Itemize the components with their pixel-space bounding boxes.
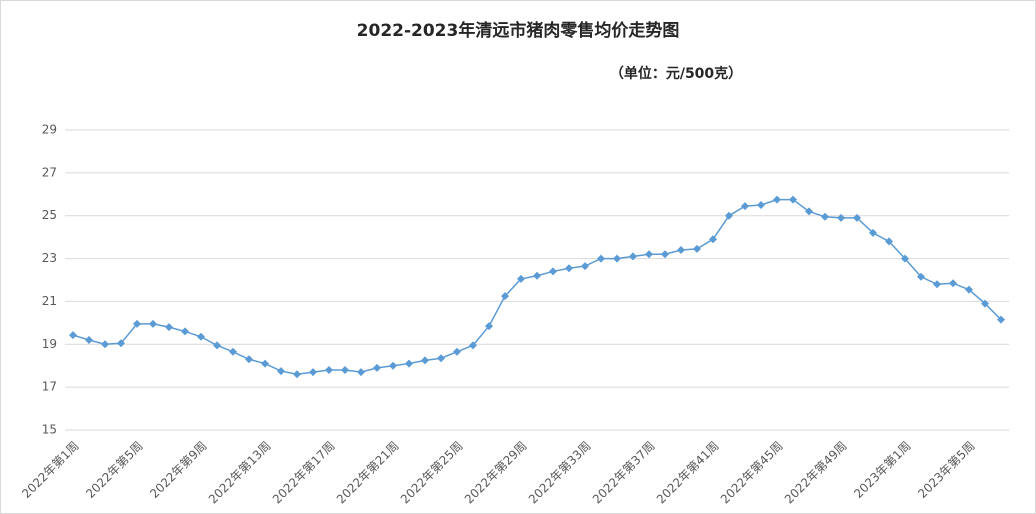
point-marker bbox=[645, 250, 653, 259]
point-marker bbox=[357, 368, 365, 377]
y-tick-label: 23 bbox=[42, 251, 57, 265]
point-marker bbox=[981, 299, 989, 308]
point-marker bbox=[405, 359, 413, 368]
point-marker bbox=[69, 331, 77, 340]
point-marker bbox=[277, 367, 285, 376]
point-marker bbox=[373, 363, 381, 372]
point-marker bbox=[453, 347, 461, 356]
point-marker bbox=[325, 366, 333, 374]
point-marker bbox=[133, 319, 141, 328]
point-marker bbox=[805, 207, 813, 216]
point-marker bbox=[901, 254, 909, 263]
point-marker bbox=[85, 336, 93, 344]
point-marker bbox=[485, 322, 493, 331]
point-marker bbox=[245, 355, 253, 364]
point-marker bbox=[149, 319, 157, 328]
chart-subtitle: （单位：元/500克） bbox=[610, 65, 742, 82]
point-marker bbox=[421, 356, 429, 365]
point-marker bbox=[773, 195, 781, 204]
point-marker bbox=[501, 292, 509, 301]
point-marker bbox=[293, 370, 301, 379]
point-marker bbox=[261, 359, 269, 368]
point-marker bbox=[533, 271, 541, 280]
point-marker bbox=[997, 315, 1005, 324]
point-marker bbox=[613, 254, 621, 263]
point-marker bbox=[549, 267, 557, 276]
point-marker bbox=[565, 264, 573, 273]
point-marker bbox=[213, 341, 221, 350]
point-marker bbox=[597, 254, 605, 263]
point-marker bbox=[629, 252, 637, 261]
point-marker bbox=[741, 202, 749, 211]
point-marker bbox=[661, 250, 669, 259]
y-tick-label: 27 bbox=[42, 165, 57, 179]
point-marker bbox=[197, 332, 205, 341]
point-marker bbox=[101, 340, 109, 349]
point-marker bbox=[677, 246, 685, 254]
point-marker bbox=[725, 211, 733, 220]
chart-title: 2022-2023年清远市猪肉零售均价走势图 bbox=[357, 20, 680, 41]
point-marker bbox=[517, 274, 525, 283]
point-marker bbox=[949, 279, 957, 288]
point-marker bbox=[965, 285, 973, 294]
point-marker bbox=[837, 213, 845, 222]
point-marker bbox=[821, 212, 829, 221]
point-marker bbox=[389, 361, 397, 370]
y-tick-label: 25 bbox=[42, 208, 57, 222]
point-marker bbox=[469, 341, 477, 350]
point-marker bbox=[917, 272, 925, 281]
point-marker bbox=[693, 244, 701, 253]
point-marker bbox=[869, 228, 877, 237]
point-marker bbox=[933, 280, 941, 289]
y-tick-label: 15 bbox=[42, 423, 57, 437]
point-marker bbox=[309, 368, 317, 377]
point-marker bbox=[709, 235, 717, 244]
point-marker bbox=[165, 323, 173, 332]
point-marker bbox=[341, 366, 349, 374]
y-tick-label: 21 bbox=[42, 294, 57, 308]
point-marker bbox=[181, 327, 189, 336]
point-marker bbox=[581, 262, 589, 271]
point-marker bbox=[757, 201, 765, 209]
point-marker bbox=[229, 347, 237, 356]
point-marker bbox=[437, 354, 445, 363]
y-tick-label: 29 bbox=[42, 123, 57, 137]
point-marker bbox=[789, 195, 797, 204]
y-tick-label: 17 bbox=[42, 380, 57, 394]
point-marker bbox=[117, 339, 125, 348]
point-marker bbox=[885, 237, 893, 246]
y-tick-label: 19 bbox=[42, 337, 57, 351]
point-marker bbox=[853, 213, 861, 222]
